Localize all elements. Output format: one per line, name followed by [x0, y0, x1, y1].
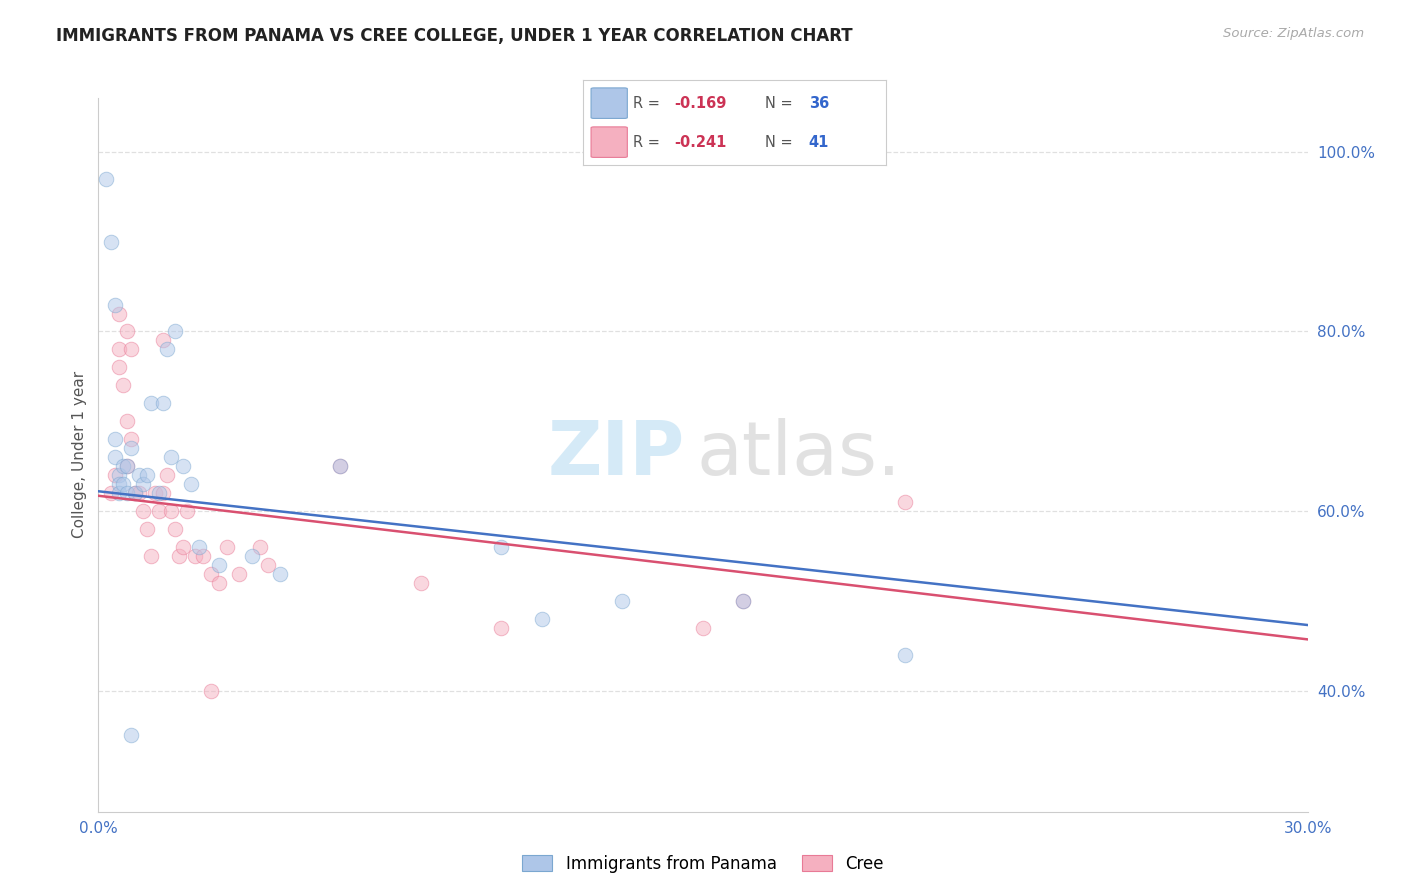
Point — [167, 549, 190, 563]
Y-axis label: College, Under 1 year: College, Under 1 year — [72, 371, 87, 539]
Point — [256, 558, 278, 572]
Point — [163, 325, 186, 339]
Point — [193, 549, 215, 563]
Text: N =: N = — [765, 95, 797, 111]
Point — [530, 612, 553, 626]
Point — [115, 486, 138, 500]
Point — [156, 343, 179, 357]
Point — [160, 450, 183, 465]
Point — [143, 486, 166, 500]
Point — [120, 441, 142, 455]
Point — [152, 396, 174, 410]
Point — [733, 594, 755, 608]
Point — [103, 432, 125, 446]
Point — [124, 486, 146, 500]
Text: -0.169: -0.169 — [675, 95, 727, 111]
Point — [249, 540, 271, 554]
Point — [148, 504, 170, 518]
Point — [228, 566, 250, 581]
Point — [240, 549, 263, 563]
Point — [152, 334, 174, 348]
Point — [491, 621, 513, 635]
Point — [111, 477, 134, 491]
Point — [329, 459, 352, 474]
Point — [329, 459, 352, 474]
Point — [139, 396, 162, 410]
Legend: Immigrants from Panama, Cree: Immigrants from Panama, Cree — [516, 848, 890, 880]
Point — [188, 540, 211, 554]
Point — [893, 648, 915, 662]
Text: N =: N = — [765, 135, 797, 150]
Point — [163, 522, 186, 536]
Point — [107, 307, 129, 321]
FancyBboxPatch shape — [591, 88, 627, 119]
Point — [176, 504, 198, 518]
Point — [269, 566, 291, 581]
Point — [120, 432, 142, 446]
Point — [692, 621, 714, 635]
Text: 36: 36 — [808, 95, 830, 111]
Point — [103, 297, 125, 311]
Point — [200, 683, 222, 698]
Text: atlas.: atlas. — [697, 418, 901, 491]
Point — [128, 468, 150, 483]
Text: 41: 41 — [808, 135, 830, 150]
Point — [120, 343, 142, 357]
Point — [132, 504, 155, 518]
Text: R =: R = — [633, 95, 665, 111]
Point — [115, 414, 138, 428]
Point — [128, 486, 150, 500]
Point — [208, 575, 231, 590]
Point — [120, 728, 142, 742]
Point — [184, 549, 207, 563]
Point — [124, 486, 146, 500]
Point — [115, 325, 138, 339]
Point — [208, 558, 231, 572]
Text: IMMIGRANTS FROM PANAMA VS CREE COLLEGE, UNDER 1 YEAR CORRELATION CHART: IMMIGRANTS FROM PANAMA VS CREE COLLEGE, … — [56, 27, 853, 45]
Point — [107, 468, 129, 483]
Point — [172, 459, 194, 474]
Point — [111, 378, 134, 392]
Point — [135, 468, 157, 483]
Point — [139, 549, 162, 563]
Point — [107, 477, 129, 491]
Point — [893, 495, 915, 509]
Point — [103, 450, 125, 465]
Point — [103, 468, 125, 483]
Point — [107, 360, 129, 375]
Point — [156, 468, 179, 483]
Point — [733, 594, 755, 608]
Text: ZIP: ZIP — [547, 418, 685, 491]
Text: -0.241: -0.241 — [675, 135, 727, 150]
FancyBboxPatch shape — [591, 127, 627, 157]
Point — [107, 343, 129, 357]
Point — [135, 522, 157, 536]
Point — [107, 486, 129, 500]
Text: Source: ZipAtlas.com: Source: ZipAtlas.com — [1223, 27, 1364, 40]
Point — [148, 486, 170, 500]
Point — [491, 540, 513, 554]
Point — [111, 459, 134, 474]
Point — [152, 486, 174, 500]
Point — [115, 459, 138, 474]
Point — [409, 575, 432, 590]
Point — [100, 235, 122, 249]
Point — [172, 540, 194, 554]
Point — [612, 594, 634, 608]
Point — [217, 540, 239, 554]
Point — [115, 459, 138, 474]
Point — [132, 477, 155, 491]
Point — [200, 566, 222, 581]
Point — [180, 477, 202, 491]
Point — [100, 486, 122, 500]
Point — [160, 504, 183, 518]
Point — [96, 172, 118, 186]
Text: R =: R = — [633, 135, 665, 150]
